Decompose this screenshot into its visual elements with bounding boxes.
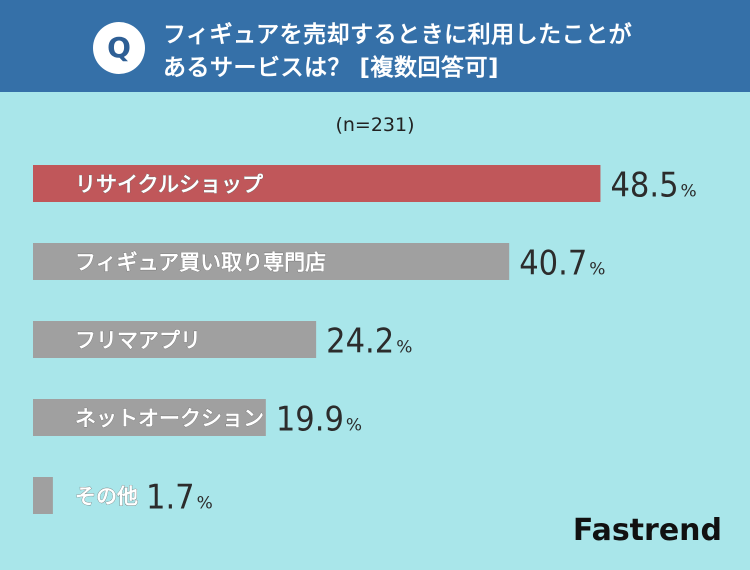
- bar: [33, 243, 510, 280]
- bar: [33, 165, 601, 202]
- bar-group: その他 1.7%: [33, 477, 213, 518]
- brand-logo: Fastrend: [572, 513, 722, 548]
- bar: [33, 399, 266, 436]
- bar-value-label: 24.2%: [326, 322, 412, 362]
- question-text-line2: あるサービスは？ [複数回答可]: [163, 55, 500, 81]
- bar-value-label: 19.9%: [276, 400, 362, 440]
- bar-group: ネットオークション 19.9%: [33, 399, 362, 440]
- bar-value-label: 40.7%: [519, 244, 605, 284]
- q-badge-letter: Q: [107, 31, 131, 64]
- bar-category-label: フィギュア買い取り専門店: [75, 251, 326, 275]
- bar-category-label: ネットオークション: [75, 407, 264, 431]
- bar: [33, 321, 317, 358]
- bar-value-label: 1.7%: [146, 478, 213, 518]
- bar-value-label: 48.5%: [610, 166, 696, 206]
- bar-category-label: フリマアプリ: [75, 329, 201, 353]
- sample-size: (n=231): [335, 114, 415, 136]
- question-header: Q フィギュアを売却するときに利用したことが あるサービスは？ [複数回答可]: [0, 0, 750, 92]
- bar-group: フリマアプリ 24.2%: [33, 321, 412, 362]
- question-text-line1: フィギュアを売却するときに利用したことが: [163, 22, 633, 48]
- bar-category-label: その他: [75, 485, 138, 509]
- bar: [33, 477, 53, 514]
- bar-category-label: リサイクルショップ: [75, 173, 264, 197]
- bar-group: フィギュア買い取り専門店 40.7%: [33, 243, 605, 284]
- q-badge: Q: [93, 22, 145, 74]
- bar-group: リサイクルショップ 48.5%: [33, 165, 697, 206]
